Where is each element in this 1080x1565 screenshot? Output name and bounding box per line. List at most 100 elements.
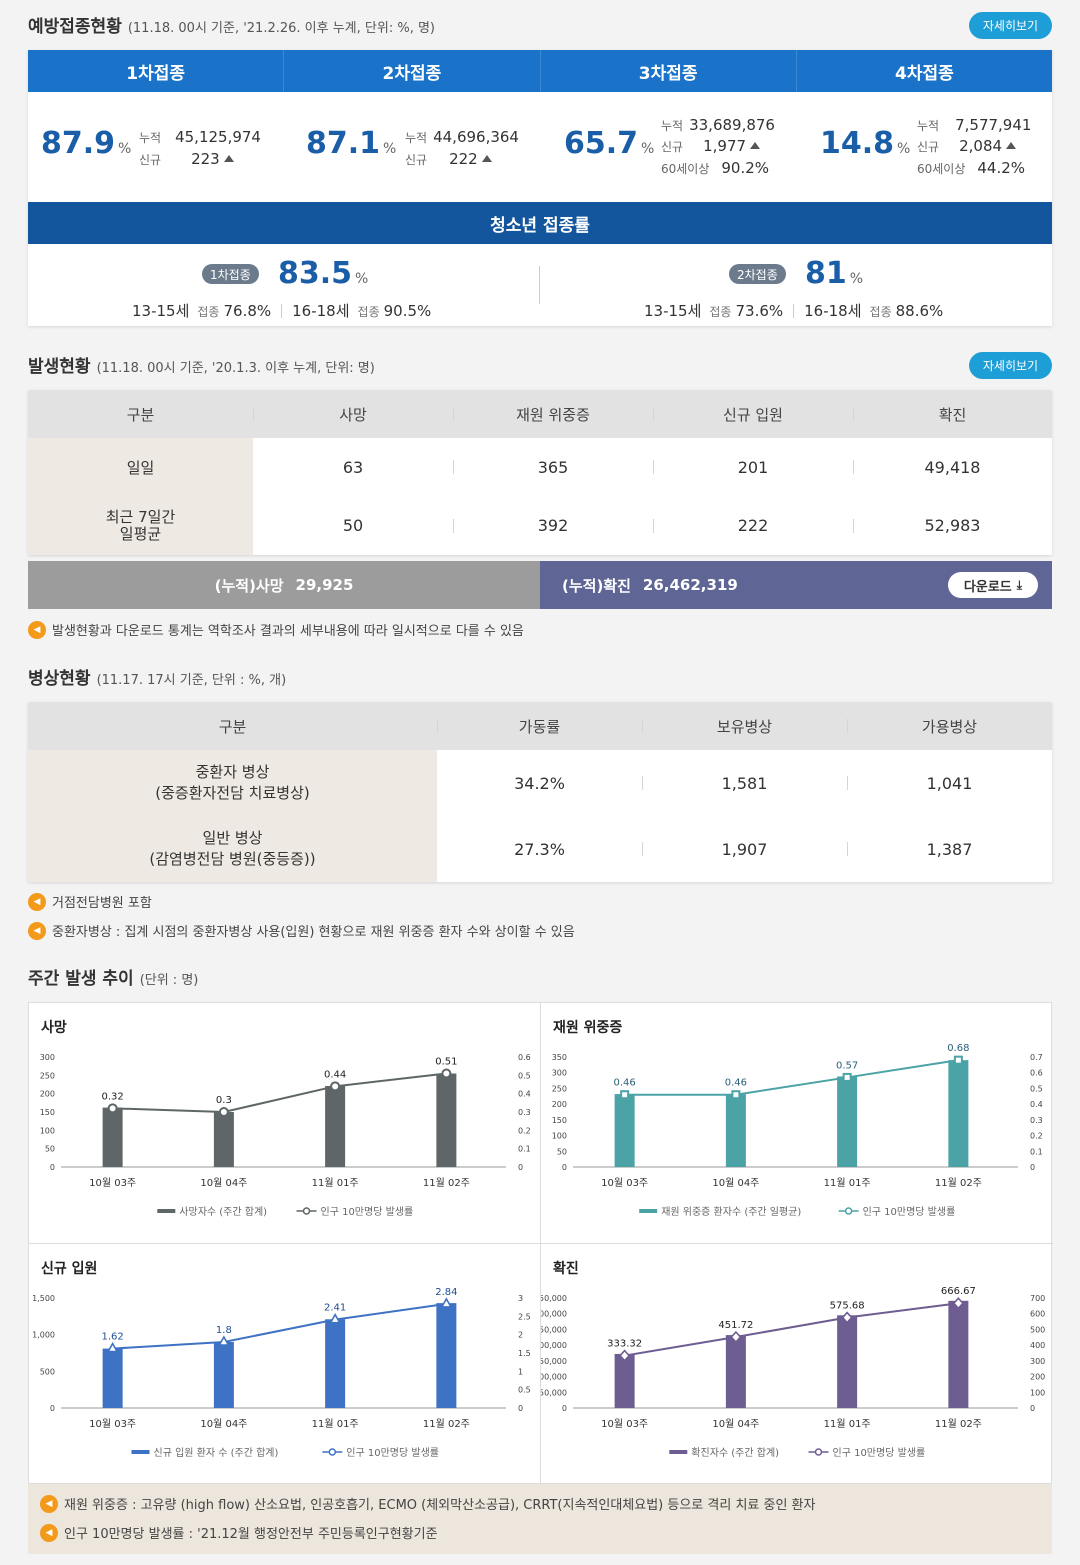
dose-body: 87.9% 누적 45,125,974 신규 223 87.1% 누적 44,696,… [28,92,1052,202]
teen-second-pct: 81% [805,256,864,291]
line-point [330,1081,341,1092]
y-tick-label: 250 [40,1071,55,1080]
col-header: 확진 [853,390,1052,438]
dose-60: 60세이상 90.2% [661,159,770,177]
cell: 1,387 [847,816,1052,882]
data-label: 451.72 [718,1320,753,1331]
x-tick-label: 10월 03주 [89,1418,136,1430]
cell: 63 [342,457,364,477]
teen-first-pct: 83.5% [278,256,369,291]
x-tick-label: 11월 02주 [423,1177,470,1189]
y-tick-label: 1,500 [32,1294,55,1303]
bar [614,1353,635,1408]
y-tick-label: 150 [552,1116,567,1125]
x-tick-label: 11월 01주 [824,1418,871,1430]
chart-death: 사망 0 50 100 150 200 250 300 0 0.1 0.2 0.3 0.4 0.5 0.6 1… [29,1003,540,1243]
y2-tick-label: 3 [518,1294,523,1303]
row-category: 일반 병상 (감염병전담 병원(중등증)) [28,816,437,882]
dose-cum: 누적 33,689,876 [661,116,775,134]
line-point [441,1068,452,1079]
y-tick-label: 250 [552,1084,567,1093]
row-category: 일일 [28,438,253,496]
y2-tick-label: 0 [518,1404,523,1413]
y-tick-label: 300 [552,1069,567,1078]
line-point [107,1103,118,1114]
line-point [218,1107,229,1117]
y2-tick-label: 200 [1030,1373,1045,1382]
bar [837,1076,858,1167]
beds-note: ◀ 거점전담병원 포함 [28,892,152,911]
occurrence-more-button[interactable]: 자세히보기 [969,352,1052,379]
data-label: 333.32 [607,1339,642,1350]
cell: 365 [453,438,653,496]
y2-tick-label: 0.6 [1030,1069,1043,1078]
bar [436,1303,457,1408]
occurrence-subtitle: (11.18. 00시 기준, '20.1.3. 이후 누계, 단위: 명) [96,361,375,376]
legend-label: 재원 위중증 환자수 (주간 일평균) [661,1205,801,1218]
series-line [624,1302,959,1357]
up-triangle-icon [750,142,761,149]
bar [325,1085,346,1167]
beds-subtitle: (11.17. 17시 기준, 단위 : %, 개) [96,673,287,688]
line-point [841,1311,853,1324]
y2-tick-label: 0.5 [1030,1084,1043,1093]
data-label: 0.57 [836,1060,858,1071]
series-line [112,1072,447,1114]
line-point [218,1335,230,1346]
bar [436,1073,457,1167]
chart-svg: 0 50 100 150 200 250 300 0 0.1 0.2 0.3 0.4 0.5 0.6 10월… [40,1053,531,1218]
y2-tick-label: 0.4 [518,1090,531,1099]
dose-pct: 65.7% [564,126,655,161]
chart-title: 확진 [553,1261,579,1277]
chart-confirmed: 확진 0 50,000 100,000 150,000 200,000 250,000 300… [541,1244,1052,1484]
beds-header-row: 구분 가동률 보유병상 가용병상 [28,702,1052,750]
download-button[interactable]: 다운로드 ⤓ [948,572,1038,598]
x-tick-label: 11월 02주 [423,1418,470,1430]
y2-tick-label: 400 [1030,1341,1045,1350]
x-tick-label: 10월 04주 [200,1418,247,1430]
chart-svg: 0 500 1,000 1,500 0 0.5 1 1.5 2 2.5 3 10월 03주 10월 04… [32,1287,531,1459]
cell: 52,983 [853,496,1052,555]
col-header: 구분 [28,390,253,438]
vaccination-subtitle: (11.18. 00시 기준, '21.2.26. 이후 누계, 단위: %, … [127,21,435,36]
x-tick-label: 10월 03주 [89,1177,136,1189]
chart-title: 사망 [41,1020,67,1036]
x-tick-label: 10월 04주 [712,1177,759,1189]
y2-tick-label: 0 [1030,1404,1035,1413]
legend-bar-swatch [157,1209,176,1213]
legend-label: 인구 10만명당 발생률 [346,1447,439,1459]
series-line [624,1059,959,1096]
data-label: 1.62 [101,1332,123,1343]
cell: 49,418 [853,438,1052,496]
y-tick-label: 50 [45,1145,55,1154]
dose-new: 신규 223 [139,150,234,168]
data-label: 0.32 [101,1091,123,1102]
y-tick-label: 1,000 [32,1331,55,1340]
cell: 1,041 [847,750,1052,816]
y-tick-label: 50 [557,1147,567,1156]
occurrence-note: ◀ 발생현황과 다운로드 통계는 역학조사 결과의 세부내용에 따라 일시적으로 … [28,620,524,639]
bar [213,1112,234,1167]
y2-tick-label: 0 [1030,1163,1035,1172]
vaccination-more-button[interactable]: 자세히보기 [969,12,1052,39]
y-tick-label: 200,000 [541,1341,567,1350]
y2-tick-label: 0.3 [1030,1116,1043,1125]
bar [837,1315,858,1408]
cell: 392 [453,496,653,555]
table-row: 일일 63 365 201 49,418 [28,438,1052,496]
legend-bar-swatch [639,1209,658,1213]
x-tick-label: 11월 02주 [935,1177,982,1189]
y2-tick-label: 0.4 [1030,1100,1043,1109]
dose-pct: 14.8% [820,126,911,161]
weekly-subtitle: (단위 : 명) [139,973,199,988]
y2-tick-label: 0.5 [518,1386,531,1395]
weekly-charts: 사망 0 50 100 150 200 250 300 0 0.1 0.2 0.3 0.4 0.5 0.6 1… [28,1002,1053,1485]
legend-bar-swatch [669,1450,688,1454]
teen-divider [539,266,540,304]
data-label: 0.3 [216,1095,232,1106]
y-tick-label: 350,000 [541,1294,567,1303]
line-point [620,1090,630,1100]
table-row: 최근 7일간 일평균 50 392 222 52,983 [28,496,1052,555]
table-row: 일반 병상 (감염병전담 병원(중등증)) 27.3% 1,907 1,387 [28,816,1052,882]
